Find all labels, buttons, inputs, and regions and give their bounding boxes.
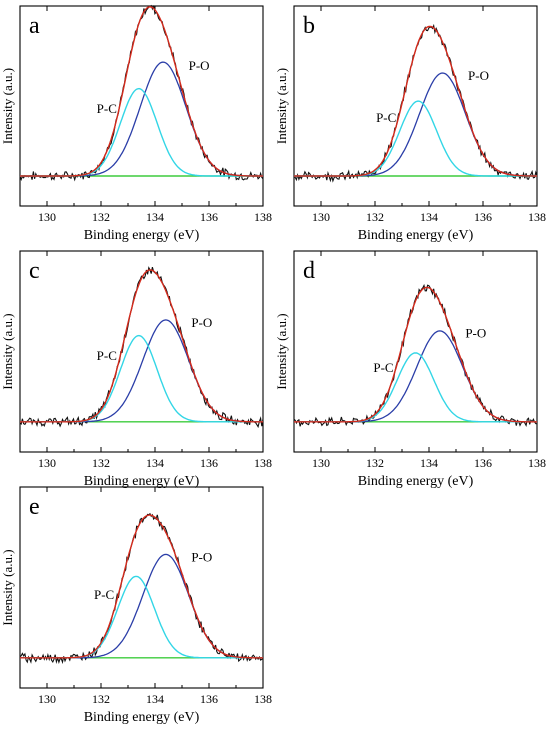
- x-tick-label: 136: [474, 456, 492, 470]
- x-tick-label: 130: [38, 210, 56, 224]
- panel-d: 130 132 134 136 138 Binding energy (eV) Intens…: [274, 250, 546, 489]
- x-tick-label: 132: [366, 210, 384, 224]
- x-tick-label: 134: [146, 692, 164, 706]
- p-o-label: P-O: [191, 315, 212, 330]
- x-tick-label: 130: [38, 456, 56, 470]
- x-tick-label: 132: [366, 456, 384, 470]
- p-o-label: P-O: [191, 550, 212, 565]
- plot-frame: [293, 5, 538, 207]
- x-tick-label: 132: [92, 692, 110, 706]
- envelope-fit-line: [20, 514, 263, 659]
- p-o-fit-line: [294, 72, 537, 177]
- x-tick-label: 138: [254, 692, 272, 706]
- p-o-label: P-O: [465, 325, 486, 340]
- x-tick-label: 138: [528, 456, 546, 470]
- p-c-fit-line: [294, 100, 537, 177]
- p-c-fit-line: [20, 575, 263, 659]
- x-tick-label: 136: [200, 456, 218, 470]
- plot-frame: [19, 250, 264, 453]
- panel-letter: a: [29, 13, 40, 39]
- measured-spectrum-line: [293, 283, 538, 428]
- x-tick-label: 138: [528, 210, 546, 224]
- y-axis-label: Intensity (a.u.): [0, 313, 15, 389]
- y-axis-label: Intensity (a.u.): [274, 68, 289, 144]
- p-c-label: P-C: [376, 110, 396, 125]
- x-tick-label: 134: [420, 456, 438, 470]
- envelope-fit-line: [294, 286, 537, 423]
- y-axis-label: Intensity (a.u.): [0, 549, 15, 625]
- panel-c: 130 132 134 136 138 Binding energy (eV) Intens…: [0, 250, 272, 489]
- x-axis-label: Binding energy (eV): [358, 474, 474, 489]
- measured-spectrum-line: [19, 4, 264, 182]
- panel-a: 130 132 134 136 138 Binding energy (eV) Intens…: [0, 4, 272, 243]
- x-tick-label: 134: [146, 456, 164, 470]
- x-tick-label: 136: [474, 210, 492, 224]
- x-axis-label: Binding energy (eV): [358, 228, 474, 243]
- plot-frame: [19, 486, 264, 689]
- p-c-fit-line: [294, 352, 537, 423]
- plot-frame: [293, 250, 538, 453]
- envelope-fit-line: [20, 269, 263, 423]
- envelope-fit-line: [20, 6, 263, 177]
- p-o-fit-line: [20, 61, 263, 177]
- x-tick-label: 132: [92, 456, 110, 470]
- x-tick-label: 136: [200, 210, 218, 224]
- p-o-fit-line: [20, 553, 263, 659]
- x-tick-label: 134: [146, 210, 164, 224]
- panel-letter: c: [29, 258, 40, 284]
- x-tick-label: 130: [312, 210, 330, 224]
- p-c-label: P-C: [97, 348, 117, 363]
- p-o-label: P-O: [189, 58, 210, 73]
- p-o-label: P-O: [468, 68, 489, 83]
- panel-letter: b: [303, 13, 315, 39]
- p-o-fit-line: [20, 319, 263, 423]
- plot-frame: [19, 5, 264, 207]
- x-tick-label: 138: [254, 210, 272, 224]
- p-c-label: P-C: [94, 587, 114, 602]
- measured-spectrum-line: [19, 512, 264, 665]
- panel-b: 130 132 134 136 138 Binding energy (eV) Intens…: [274, 5, 546, 243]
- x-tick-label: 134: [420, 210, 438, 224]
- panel-e: 130 132 134 136 138 Binding energy (eV) Intens…: [0, 486, 272, 725]
- x-axis-label: Binding energy (eV): [84, 710, 200, 725]
- x-tick-label: 132: [92, 210, 110, 224]
- y-axis-label: Intensity (a.u.): [274, 313, 289, 389]
- x-axis-label: Binding energy (eV): [84, 474, 200, 489]
- x-axis-label: Binding energy (eV): [84, 228, 200, 243]
- p-c-fit-line: [20, 334, 263, 423]
- x-tick-label: 130: [312, 456, 330, 470]
- p-o-fit-line: [294, 330, 537, 423]
- x-tick-label: 136: [200, 692, 218, 706]
- x-tick-label: 138: [254, 456, 272, 470]
- p-c-label: P-C: [97, 101, 117, 116]
- panel-letter: e: [29, 494, 40, 520]
- y-axis-label: Intensity (a.u.): [0, 68, 15, 144]
- panel-letter: d: [303, 258, 315, 284]
- envelope-fit-line: [294, 25, 537, 177]
- x-tick-label: 130: [38, 692, 56, 706]
- p-c-label: P-C: [373, 360, 393, 375]
- measured-spectrum-line: [19, 266, 264, 429]
